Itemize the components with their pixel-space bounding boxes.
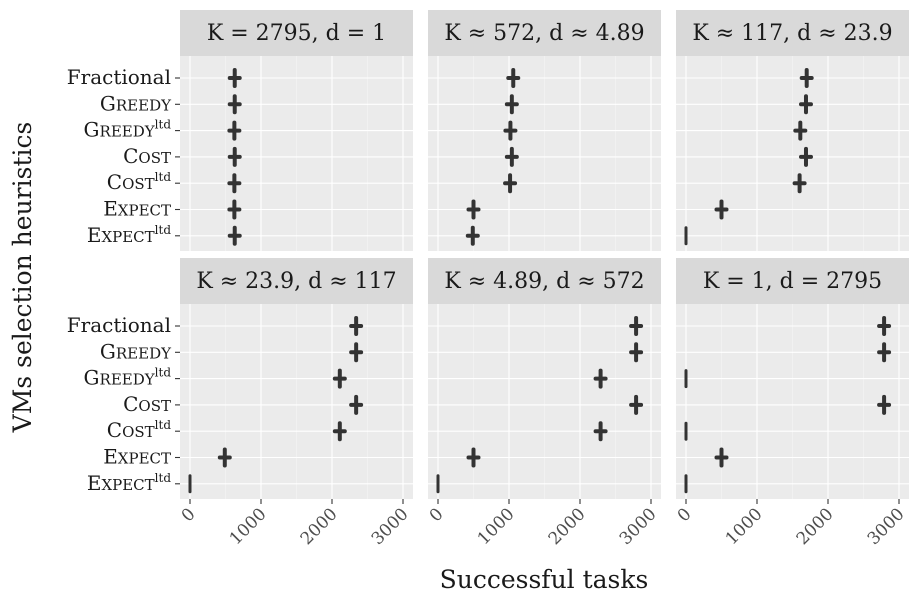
data-point (332, 368, 347, 389)
facet-panel: K ≈ 572, d ≈ 4.89 (428, 10, 661, 251)
data-point (877, 394, 892, 415)
data-point (466, 199, 481, 220)
data-point (227, 68, 242, 88)
data-point (877, 316, 892, 336)
data-point (793, 120, 808, 141)
x-tick-label: 0 (674, 504, 696, 526)
x-tick-label: 1000 (474, 504, 519, 549)
data-point (799, 68, 814, 88)
data-point (714, 447, 729, 468)
category-label: Fractional (67, 313, 171, 337)
data-point (714, 199, 729, 220)
category-label: GREEDY (100, 339, 172, 363)
data-point (629, 394, 644, 415)
facet-panel: K = 2795, d = 1 (180, 10, 413, 251)
facet-strip (428, 10, 661, 56)
data-point (593, 421, 608, 442)
data-point (349, 342, 364, 363)
y-axis-title: VMs selection heuristics (8, 122, 37, 434)
x-axis-title: Successful tasks (440, 565, 649, 594)
facet-panel: K ≈ 23.9, d ≈ 117 (180, 258, 413, 499)
facet-title: K ≈ 4.89, d ≈ 572 (444, 269, 644, 294)
x-tick-label: 2000 (545, 504, 590, 549)
data-point (503, 120, 518, 141)
category-label: EXPECTltd (87, 471, 171, 495)
data-point (798, 94, 813, 115)
plot-area (428, 304, 661, 499)
data-point (506, 68, 521, 88)
facet-panel: K = 1, d = 2795 (676, 258, 909, 499)
facet-title: K = 2795, d = 1 (207, 21, 386, 46)
data-point (349, 394, 364, 415)
data-point (227, 225, 242, 246)
category-label: EXPECT (103, 197, 171, 221)
x-tick-label: 2000 (793, 504, 838, 549)
facet-strip (180, 10, 413, 56)
x-tick-label: 3000 (368, 504, 413, 549)
data-point (466, 447, 481, 468)
data-point (349, 316, 364, 336)
data-point (227, 94, 242, 115)
category-label: COSTltd (107, 418, 172, 442)
plot-area (180, 56, 413, 251)
facet-title: K ≈ 23.9, d ≈ 117 (196, 269, 396, 294)
plot-area (676, 56, 909, 251)
category-label: COSTltd (107, 170, 172, 194)
category-label: COST (123, 144, 171, 168)
data-point (798, 146, 813, 167)
data-point (504, 146, 519, 167)
data-point (332, 421, 347, 442)
category-label: COST (123, 392, 171, 416)
data-point (227, 120, 242, 141)
x-tick-label: 3000 (616, 504, 661, 549)
x-tick-labels: 0 1000 2000 3000 0 1000 2000 3000 0 1000 2000 3000 (178, 499, 909, 549)
x-tick-label: 1000 (722, 504, 767, 549)
x-tick-label: 0 (426, 504, 448, 526)
facet-title: K = 1, d = 2795 (703, 269, 882, 294)
data-point (227, 146, 242, 167)
category-label: GREEDY (100, 91, 172, 115)
plot-area (676, 304, 909, 499)
data-point (504, 94, 519, 115)
x-tick-label: 0 (178, 504, 200, 526)
facet-title: K ≈ 572, d ≈ 4.89 (444, 21, 644, 46)
facet-title: K ≈ 117, d ≈ 23.9 (692, 21, 892, 46)
facet-strip (180, 258, 413, 304)
data-point (227, 199, 242, 220)
plot-area (428, 56, 661, 251)
data-point (465, 225, 480, 246)
data-point (792, 173, 807, 194)
facet-panel: K ≈ 117, d ≈ 23.9 (676, 10, 909, 251)
facet-strip (676, 10, 909, 56)
x-tick-label: 3000 (864, 504, 909, 549)
panels: K = 2795, d = 1 K ≈ 572, d ≈ 4.89 K ≈ 117,… (180, 10, 909, 499)
category-label: EXPECTltd (87, 223, 171, 247)
category-label: Fractional (67, 65, 171, 89)
facet-strip (428, 258, 661, 304)
facet-strip (676, 258, 909, 304)
facet-panel: K ≈ 4.89, d ≈ 572 (428, 258, 661, 499)
x-tick-label: 2000 (297, 504, 342, 549)
category-label: EXPECT (103, 445, 171, 469)
data-point (593, 368, 608, 389)
data-point (629, 316, 644, 336)
category-labels: FractionalGREEDYGREEDYltdCOSTCOSTltdEXPE… (67, 65, 180, 495)
category-label: GREEDYltd (84, 366, 172, 390)
data-point (503, 173, 518, 194)
data-point (227, 173, 242, 194)
plot-area (180, 304, 413, 499)
category-label: GREEDYltd (84, 118, 172, 142)
x-tick-label: 1000 (226, 504, 271, 549)
data-point (877, 342, 892, 363)
data-point (217, 447, 232, 468)
data-point (629, 342, 644, 363)
